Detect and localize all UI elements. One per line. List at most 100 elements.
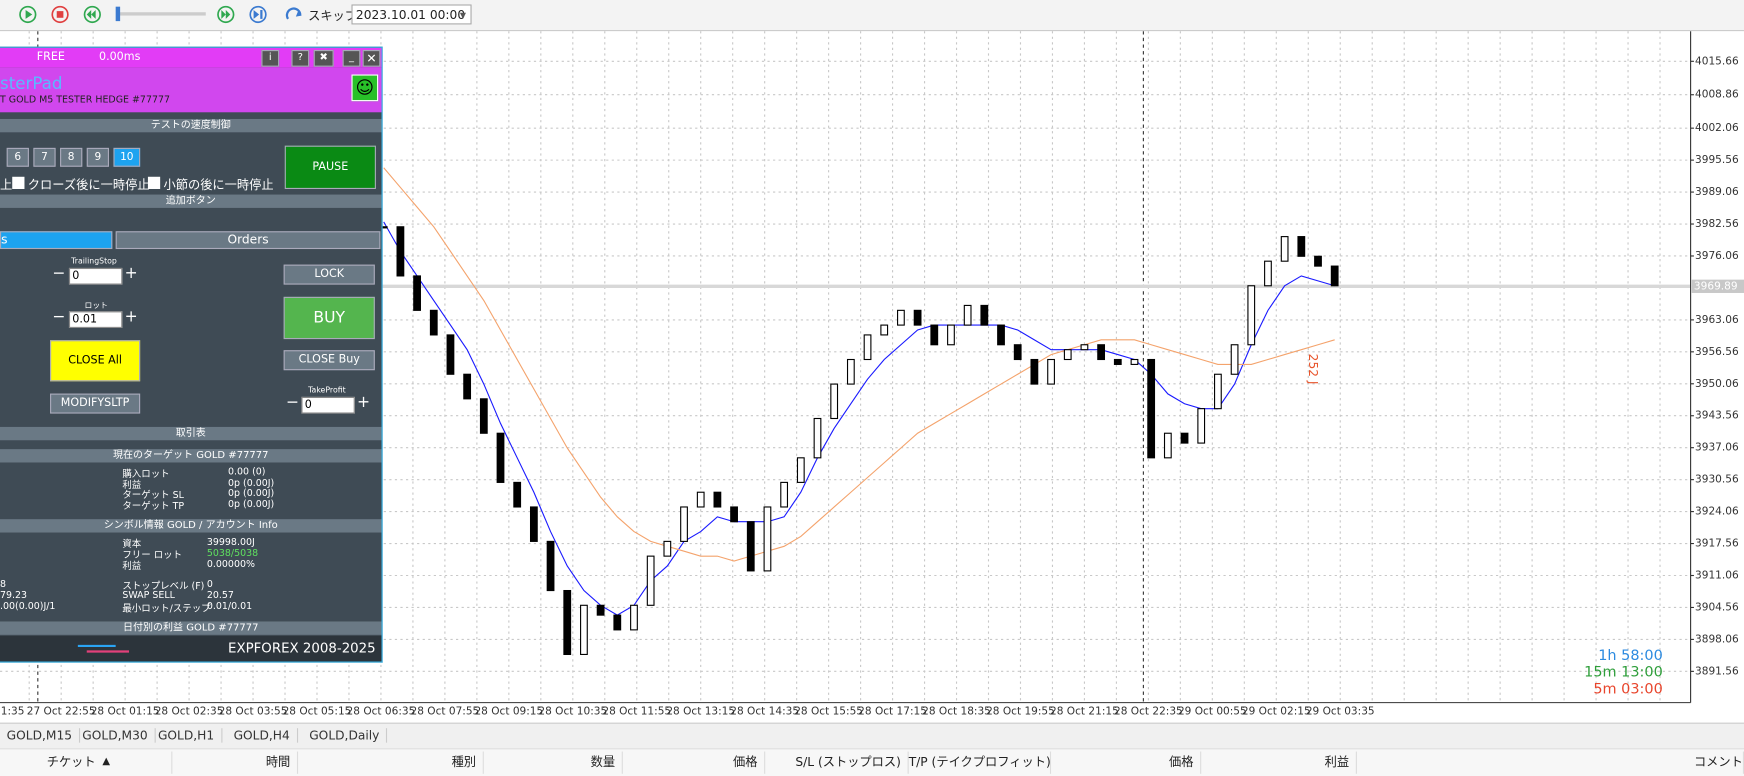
column-header[interactable]: コメント bbox=[1357, 751, 1744, 774]
play-button[interactable] bbox=[19, 5, 37, 24]
symbol-tab[interactable]: GOLD,Daily bbox=[303, 728, 388, 743]
speed-slider[interactable] bbox=[116, 12, 206, 16]
minimize-button[interactable]: _ bbox=[342, 50, 361, 67]
column-header[interactable]: 価格 bbox=[1051, 751, 1202, 774]
panel-subtitle: T GOLD M5 TESTER HEDGE #77777 bbox=[0, 94, 171, 106]
section-bar: テストの速度制御 bbox=[0, 118, 382, 133]
speed-button[interactable]: 10 bbox=[113, 147, 141, 167]
candle bbox=[696, 491, 705, 508]
column-header[interactable]: チケット bbox=[0, 751, 173, 774]
trailing-field[interactable]: 0 bbox=[68, 267, 123, 285]
settings-button[interactable]: ✖ bbox=[313, 50, 334, 67]
forward-button[interactable] bbox=[217, 5, 235, 24]
x-tick-label: 28 Oct 07:55 bbox=[411, 706, 480, 718]
y-tick-label: 4015.66 bbox=[1695, 55, 1739, 67]
column-header[interactable]: 種別 bbox=[298, 751, 484, 774]
y-tick-label: 3963.06 bbox=[1695, 314, 1739, 326]
symbol-tab[interactable]: GOLD,H1 bbox=[151, 728, 222, 743]
close-button[interactable]: ✕ bbox=[362, 50, 381, 67]
modify-button[interactable]: MODIFYSLTP bbox=[50, 393, 141, 414]
candle bbox=[479, 398, 488, 434]
candle bbox=[1013, 344, 1022, 361]
minus-button[interactable]: − bbox=[285, 393, 299, 412]
row-value: 79.23 bbox=[0, 590, 28, 602]
candle bbox=[1214, 373, 1222, 410]
info-button[interactable]: i bbox=[261, 50, 280, 67]
tab[interactable]: s bbox=[0, 231, 113, 250]
countdown: 15m 13:00 bbox=[1584, 665, 1663, 681]
symbol-tab[interactable]: GOLD,M30 bbox=[76, 728, 156, 743]
x-tick-label: 27 Oct 22:55 bbox=[27, 706, 96, 718]
x-tick-label: 28 Oct 17:15 bbox=[858, 706, 927, 718]
candle bbox=[429, 309, 438, 336]
symbol-tab[interactable]: GOLD,H4 bbox=[227, 728, 298, 743]
price-label: 3969.89 bbox=[1694, 280, 1738, 292]
x-tick-label: 28 Oct 06:35 bbox=[347, 706, 416, 718]
candle bbox=[396, 226, 405, 277]
column-header[interactable]: 時間 bbox=[172, 751, 299, 774]
row-label: ターゲット TP bbox=[122, 500, 185, 512]
field-label: TrailingStop bbox=[71, 256, 117, 266]
panel-title-bar bbox=[0, 47, 382, 68]
close-buy-button[interactable]: CLOSE Buy bbox=[283, 350, 375, 371]
column-header[interactable]: 利益 bbox=[1201, 751, 1357, 774]
row-value: 0.00 (0) bbox=[228, 466, 266, 479]
date-field[interactable]: 2023.10.01 00:00 ▾ bbox=[351, 4, 472, 25]
x-tick-label: 28 Oct 09:15 bbox=[474, 706, 543, 718]
tab[interactable]: Orders bbox=[115, 231, 381, 250]
x-tick-label: 28 Oct 11:55 bbox=[602, 706, 671, 718]
checkbox[interactable] bbox=[147, 176, 161, 189]
candle bbox=[1314, 255, 1322, 267]
check-label: クローズ後に一時停止 bbox=[27, 177, 150, 193]
axis-bg bbox=[0, 702, 1744, 723]
speed-button[interactable]: 8 bbox=[60, 147, 83, 167]
skip-icon bbox=[285, 7, 302, 20]
column-header[interactable]: S/L (ストップロス) bbox=[765, 751, 909, 774]
dropdown-arrow: ▾ bbox=[459, 7, 467, 23]
row-value: 39998.00J bbox=[206, 536, 255, 549]
stop-button[interactable] bbox=[51, 5, 69, 24]
tp-field[interactable]: 0 bbox=[301, 396, 355, 414]
section-bar: 日付別の利益 GOLD #77777 bbox=[0, 621, 382, 635]
candle bbox=[1113, 358, 1122, 365]
column-header[interactable]: 数量 bbox=[484, 751, 623, 774]
lot-field[interactable]: 0.01 bbox=[68, 311, 123, 328]
minus-button[interactable]: − bbox=[52, 264, 66, 283]
plus-button[interactable]: + bbox=[357, 393, 371, 412]
minus-button[interactable]: − bbox=[52, 307, 66, 326]
speed-button[interactable]: 7 bbox=[33, 147, 56, 167]
y-tick-label: 3989.06 bbox=[1695, 186, 1739, 198]
plus-button[interactable]: + bbox=[124, 264, 138, 283]
x-tick-label: 28 Oct 01:15 bbox=[91, 706, 160, 718]
candle bbox=[580, 604, 588, 656]
y-tick-label: 3891.56 bbox=[1695, 665, 1739, 677]
candle bbox=[997, 324, 1005, 346]
pause-button[interactable]: PAUSE bbox=[284, 145, 376, 189]
row-value: 20.57 bbox=[206, 590, 234, 602]
candle bbox=[913, 309, 922, 326]
y-tick-label: 3956.56 bbox=[1695, 346, 1739, 358]
candle bbox=[1264, 260, 1272, 287]
lock-button[interactable]: LOCK bbox=[283, 264, 375, 285]
y-tick-label: 3982.56 bbox=[1695, 218, 1739, 230]
buy-button[interactable]: BUY bbox=[283, 296, 375, 340]
x-tick-label: 29 Oct 00:55 bbox=[1178, 706, 1247, 718]
annotation: 252 J bbox=[1306, 354, 1320, 385]
mode-label: FREE bbox=[36, 51, 65, 64]
symbol-tab[interactable]: GOLD,M15 bbox=[0, 728, 80, 743]
row-label: ターゲット SL bbox=[122, 490, 184, 502]
speed-button[interactable]: 6 bbox=[6, 147, 29, 167]
row-value: 5038/5038 bbox=[206, 548, 259, 560]
rewind-button[interactable] bbox=[83, 5, 101, 24]
end-button[interactable] bbox=[249, 5, 267, 24]
skip-button[interactable]: スキップ bbox=[308, 8, 358, 24]
help-button[interactable]: ? bbox=[291, 50, 310, 67]
column-header[interactable]: T/P (テイクプロフィット) bbox=[909, 751, 1052, 774]
speed-button[interactable]: 9 bbox=[86, 147, 109, 167]
plus-button[interactable]: + bbox=[124, 307, 138, 326]
column-header[interactable]: 価格 bbox=[623, 751, 766, 774]
candle bbox=[1330, 265, 1339, 287]
checkbox[interactable] bbox=[12, 176, 25, 189]
candle bbox=[880, 324, 889, 336]
close-all-button[interactable]: CLOSE All bbox=[50, 340, 141, 382]
